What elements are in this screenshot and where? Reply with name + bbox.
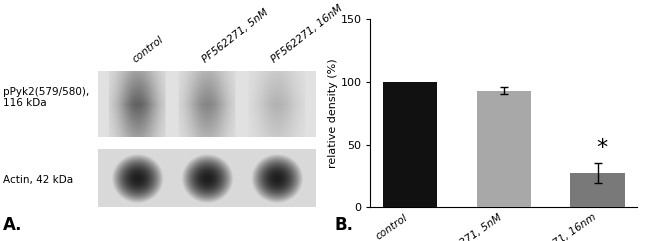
Text: control: control xyxy=(131,35,165,65)
Text: PF562271, 16nM: PF562271, 16nM xyxy=(270,3,345,65)
Text: B.: B. xyxy=(335,216,354,234)
Bar xyxy=(476,91,531,207)
Text: pPyk2(579/580),
116 kDa: pPyk2(579/580), 116 kDa xyxy=(3,87,90,108)
Text: PF562271, 5nM: PF562271, 5nM xyxy=(200,7,270,65)
Bar xyxy=(383,82,437,207)
Text: Actin, 42 kDa: Actin, 42 kDa xyxy=(3,174,73,185)
Bar xyxy=(571,174,625,207)
Y-axis label: relative density (%): relative density (%) xyxy=(328,59,338,168)
Text: A.: A. xyxy=(3,216,23,234)
Text: *: * xyxy=(597,138,608,158)
